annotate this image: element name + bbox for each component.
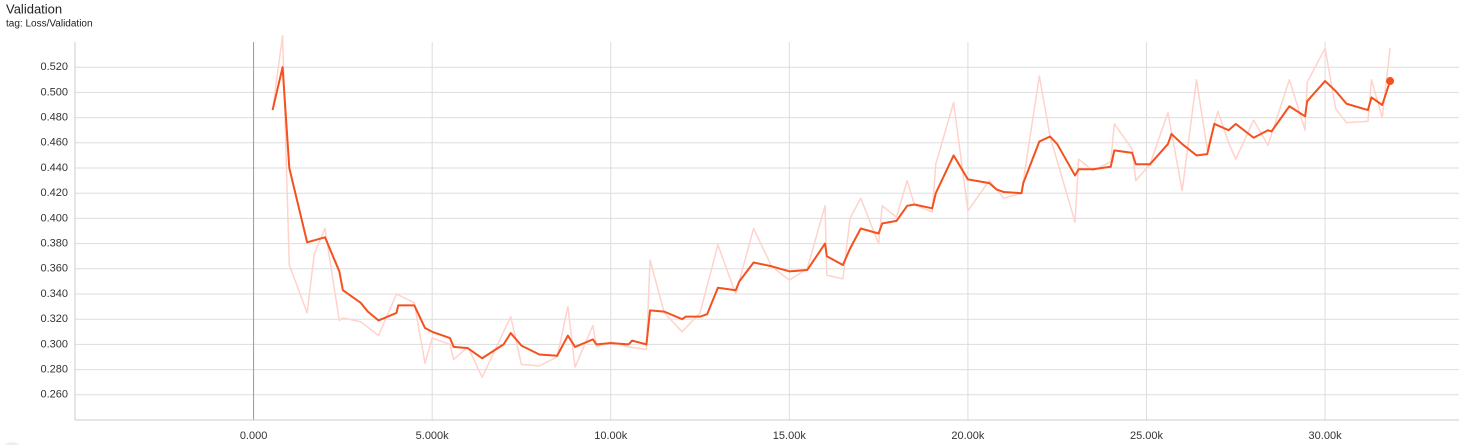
icon: [4, 442, 20, 445]
line-series: [271, 34, 1391, 378]
y-tick-label: 0.460: [40, 137, 68, 149]
x-tick-label: 15.00k: [773, 430, 807, 442]
end-point: [1386, 77, 1395, 86]
y-tick-label: 0.280: [40, 364, 68, 376]
y-tick-label: 0.420: [40, 187, 68, 199]
y-tick-label: 0.340: [40, 288, 68, 300]
y-tick-label: 0.480: [40, 112, 68, 124]
y-tick-label: 0.500: [40, 86, 68, 98]
chart-title: Validation: [6, 1, 62, 16]
x-tick-label: 20.00k: [951, 430, 985, 442]
x-tick-label: 10.00k: [594, 430, 628, 442]
y-tick-label: 0.360: [40, 263, 68, 275]
x-tick-label: 30.00k: [1309, 430, 1343, 442]
y-tick-label: 0.300: [40, 338, 68, 350]
y-tick-label: 0.380: [40, 238, 68, 250]
y-tick-label: 0.400: [40, 212, 68, 224]
y-tick-label: 0.520: [40, 61, 68, 73]
chart-subtitle: tag: Loss/Validation: [6, 19, 93, 30]
y-tick-label: 0.260: [40, 389, 68, 401]
line-series: [271, 66, 1392, 360]
y-tick-label: 0.320: [40, 313, 68, 325]
y-tick-label: 0.440: [40, 162, 68, 174]
x-tick-label: 0.000: [240, 430, 268, 442]
x-tick-label: 5.000k: [416, 430, 450, 442]
x-tick-label: 25.00k: [1130, 430, 1164, 442]
